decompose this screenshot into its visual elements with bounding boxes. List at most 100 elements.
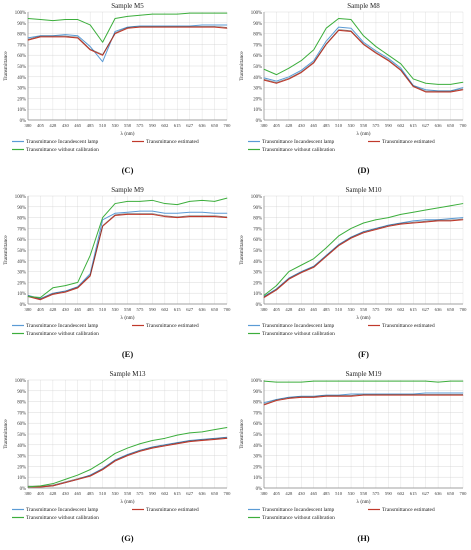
series-point bbox=[388, 380, 389, 382]
x-tick-label: 700 bbox=[224, 307, 232, 312]
series-point bbox=[127, 214, 128, 215]
y-tick-label: 20% bbox=[17, 465, 26, 470]
x-tick-label: 430 bbox=[298, 123, 306, 128]
x-tick-label: 627 bbox=[186, 491, 194, 496]
x-tick-label: 627 bbox=[186, 307, 194, 312]
y-tick-label: 50% bbox=[17, 249, 26, 254]
y-tick-label: 70% bbox=[17, 227, 26, 232]
x-tick-label: 405 bbox=[37, 491, 45, 496]
series-point bbox=[164, 445, 166, 447]
series-point bbox=[152, 447, 153, 449]
x-tick-label: 380 bbox=[261, 491, 269, 496]
x-tick-label: 530 bbox=[112, 491, 120, 496]
x-axis-label: λ (nm) bbox=[357, 498, 371, 505]
series-point bbox=[263, 380, 265, 382]
y-tick-label: 20% bbox=[17, 97, 26, 102]
x-tick-label: 700 bbox=[224, 123, 232, 128]
series-point bbox=[300, 396, 302, 398]
series-point bbox=[89, 275, 91, 277]
x-tick-label: 650 bbox=[211, 491, 219, 496]
series-point bbox=[226, 212, 228, 214]
y-tick-label: 60% bbox=[17, 422, 26, 427]
series-point bbox=[425, 82, 427, 84]
series-point bbox=[276, 289, 277, 291]
x-axis-label: λ (nm) bbox=[121, 314, 135, 321]
series-point bbox=[350, 31, 352, 32]
legend-entry: Transmittance estimated bbox=[382, 139, 435, 145]
series-point bbox=[214, 26, 215, 28]
series-point bbox=[288, 271, 290, 272]
series-point bbox=[263, 79, 265, 81]
x-tick-label: 405 bbox=[37, 307, 45, 312]
series-point bbox=[214, 439, 215, 440]
y-tick-label: 60% bbox=[253, 422, 262, 427]
series-point bbox=[176, 212, 178, 214]
x-tick-label: 636 bbox=[435, 307, 443, 312]
series-point bbox=[102, 54, 103, 56]
y-tick-label: 80% bbox=[253, 401, 262, 406]
x-tick-label: 428 bbox=[49, 491, 57, 496]
series-point bbox=[276, 285, 277, 286]
series-point bbox=[114, 212, 116, 214]
series-point bbox=[52, 485, 54, 487]
x-tick-label: 530 bbox=[348, 123, 356, 128]
series-point bbox=[77, 479, 79, 480]
series-point bbox=[152, 13, 153, 15]
y-tick-label: 90% bbox=[253, 22, 262, 27]
series-point bbox=[176, 26, 178, 28]
x-tick-label: 602 bbox=[161, 307, 169, 312]
y-tick-label: 0% bbox=[256, 487, 262, 492]
y-tick-label: 10% bbox=[17, 108, 26, 113]
x-tick-label: 636 bbox=[199, 123, 207, 128]
chart-panel-2: Sample M8 0% 10% 20% 30% 40% 50% 60% 70% 80% 90% 10… bbox=[239, 2, 467, 175]
series-point bbox=[102, 469, 103, 470]
x-tick-label: 380 bbox=[25, 123, 33, 128]
x-tick-label: 615 bbox=[410, 491, 418, 496]
x-tick-label: 485 bbox=[323, 123, 331, 128]
chart-panel-5: Sample M13 0% 10% 20% 30% 40% 50% 60% 70% 80% 90% 1… bbox=[3, 370, 231, 543]
y-tick-label: 10% bbox=[17, 476, 26, 481]
series-point bbox=[176, 13, 178, 15]
y-tick-label: 30% bbox=[253, 455, 262, 460]
x-tick-label: 575 bbox=[372, 123, 380, 128]
series-point bbox=[139, 443, 141, 445]
series-point bbox=[350, 19, 352, 20]
series-point bbox=[313, 396, 315, 398]
series-point bbox=[40, 486, 41, 488]
x-tick-label: 428 bbox=[285, 491, 293, 496]
series-point bbox=[288, 398, 290, 399]
series-point bbox=[400, 69, 402, 71]
series-point bbox=[27, 18, 29, 19]
x-tick-label: 428 bbox=[49, 123, 57, 128]
series-point bbox=[400, 223, 402, 225]
x-tick-label: 510 bbox=[99, 123, 107, 128]
panel-label: (D) bbox=[358, 165, 370, 175]
x-tick-label: 430 bbox=[62, 491, 70, 496]
series-point bbox=[313, 258, 315, 259]
series-point bbox=[437, 220, 439, 222]
legend-entry: Transmittance Incandescent lamp bbox=[26, 507, 99, 513]
series-point bbox=[288, 76, 290, 78]
series-point bbox=[363, 35, 364, 37]
series-line-estimated-shadow bbox=[28, 437, 228, 487]
series-point bbox=[77, 37, 79, 39]
series-point bbox=[350, 237, 352, 239]
series-point bbox=[288, 78, 290, 80]
x-tick-label: 700 bbox=[460, 307, 468, 312]
series-point bbox=[425, 219, 427, 221]
x-axis-label: λ (nm) bbox=[357, 130, 371, 137]
y-tick-label: 90% bbox=[17, 390, 26, 395]
series-point bbox=[388, 394, 389, 396]
series-point bbox=[164, 203, 166, 204]
series-point bbox=[412, 220, 414, 222]
series-point bbox=[89, 46, 91, 47]
y-tick-label: 10% bbox=[253, 108, 262, 113]
x-tick-label: 405 bbox=[273, 491, 281, 496]
series-point bbox=[437, 381, 439, 383]
y-tick-label: 30% bbox=[17, 455, 26, 460]
series-point bbox=[325, 256, 327, 257]
legend-entry: Transmittance without calibration bbox=[26, 515, 99, 521]
legend-entry: Transmittance estimated bbox=[146, 507, 199, 513]
series-point bbox=[52, 293, 54, 295]
